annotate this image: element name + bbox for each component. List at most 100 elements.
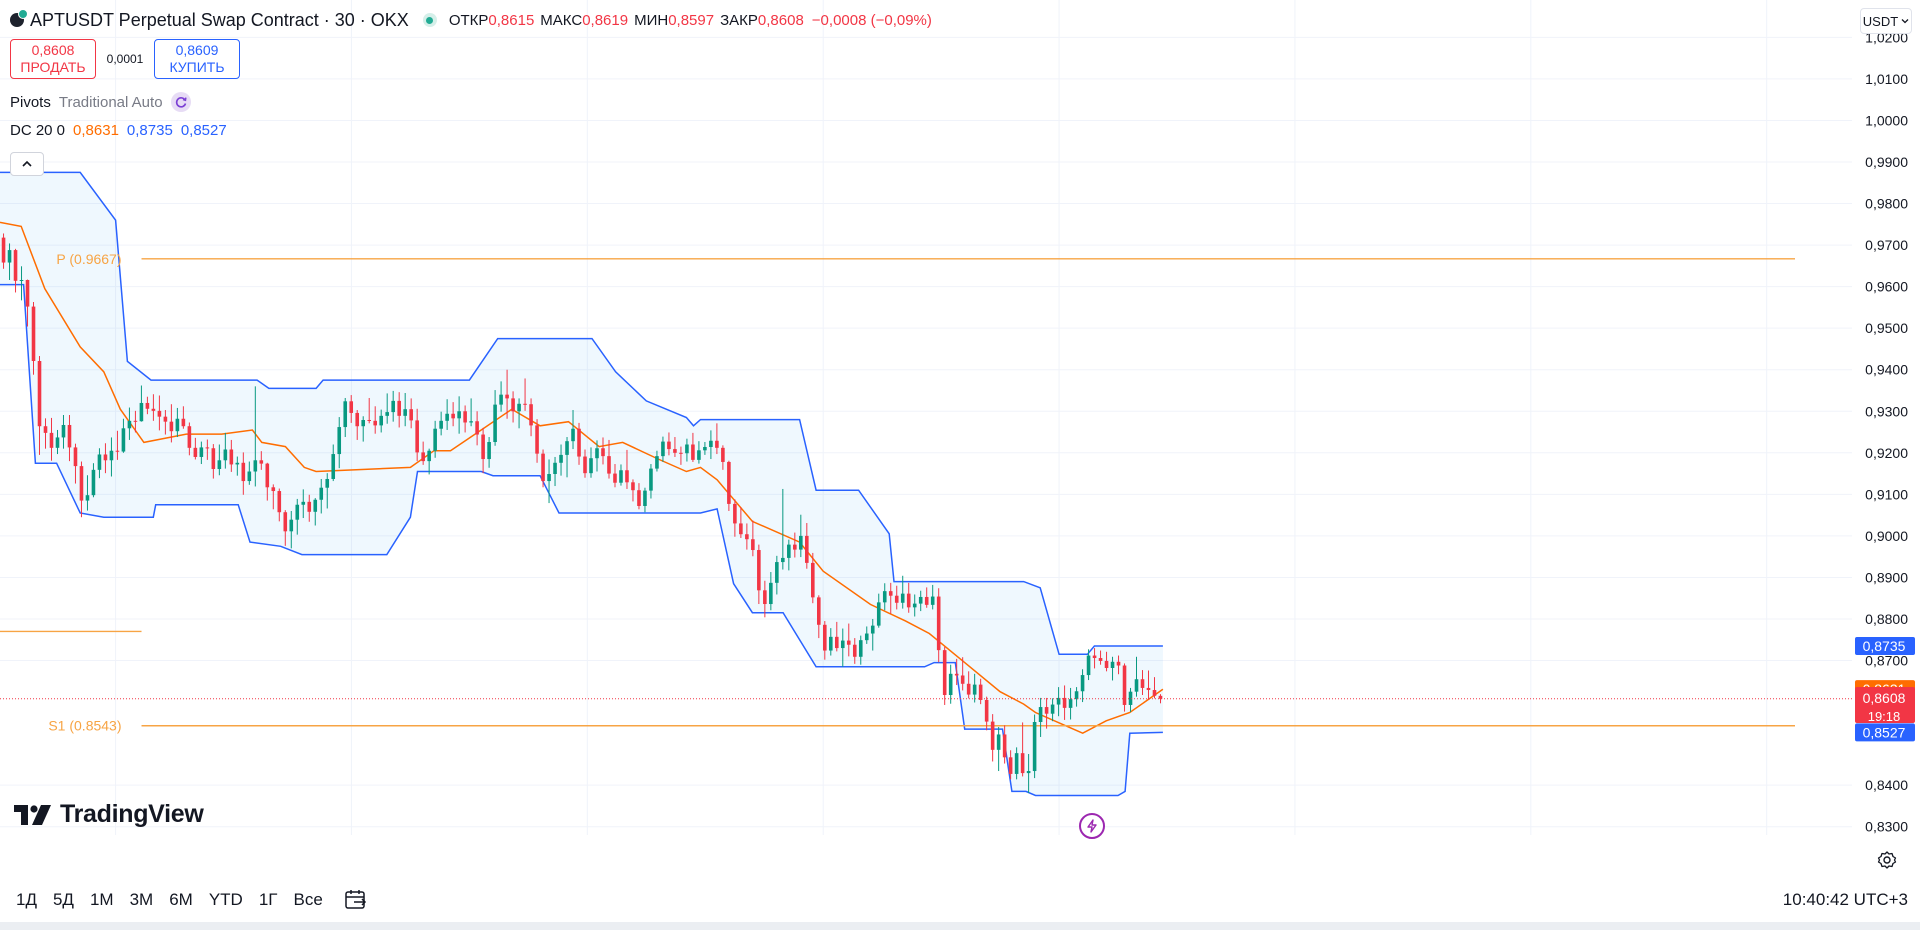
range-ytd-button[interactable]: YTD	[208, 890, 243, 909]
candle-body	[1116, 661, 1121, 666]
chart-area[interactable]: P (0.9667) S1 (0.8543) 1,0200 1,0100 1,0000…	[0, 0, 1915, 835]
candle-body	[918, 596, 923, 604]
open-value: 0,8615	[488, 11, 535, 29]
candle-body	[211, 448, 216, 470]
candle-body	[49, 432, 54, 448]
candle-body	[475, 421, 479, 435]
candle-body	[607, 456, 611, 474]
candle-body	[433, 428, 437, 451]
candle-body	[930, 596, 935, 605]
candle-body	[343, 401, 348, 428]
candle-body	[966, 683, 971, 695]
dc-name: DC 20 0	[10, 122, 66, 139]
candle-body	[583, 456, 587, 474]
candle-body	[631, 482, 635, 491]
candle-body	[882, 591, 887, 603]
range-all-button[interactable]: Все	[293, 890, 323, 909]
go-to-date-icon[interactable]	[343, 888, 369, 912]
flash-icon[interactable]	[1079, 813, 1105, 839]
candle-body	[469, 421, 473, 423]
symbol-title[interactable]: APTUSDT Perpetual Swap Contract · 30 · O…	[30, 9, 409, 30]
candle-body	[61, 424, 66, 438]
candle-body	[7, 250, 12, 263]
candle-body	[769, 582, 773, 605]
candle-body	[565, 441, 569, 455]
candle-body	[37, 361, 42, 427]
candle-body	[655, 456, 659, 469]
candle-body	[787, 544, 791, 558]
range-1d-button[interactable]: 1Д	[16, 890, 37, 909]
candle-body	[1146, 687, 1151, 691]
candle-body	[505, 394, 509, 399]
y-tick-label: 0,8700	[1865, 653, 1908, 669]
currency-selector[interactable]: USDT	[1860, 8, 1912, 34]
candle-body	[846, 640, 851, 645]
candle-body	[1, 237, 6, 263]
candle-body	[1020, 753, 1025, 774]
candle-body	[703, 446, 707, 451]
candle-body	[781, 557, 785, 563]
candle-body	[697, 450, 701, 460]
candle-body	[13, 250, 18, 281]
candle-body	[745, 534, 749, 540]
range-1m-button[interactable]: 1М	[89, 890, 114, 909]
candle-body	[685, 444, 689, 454]
sell-button[interactable]: 0,8608 ПРОДАТЬ	[10, 39, 96, 79]
candle-body	[487, 442, 491, 460]
candle-body	[1092, 655, 1097, 659]
candle-body	[493, 404, 497, 443]
candle-body	[523, 403, 527, 405]
clock[interactable]: 10:40:42 UTC+3	[1782, 890, 1908, 909]
candle-body	[253, 460, 258, 472]
candle-body	[1134, 679, 1139, 692]
candle-body	[1026, 771, 1031, 774]
close-label: ЗАКР	[720, 11, 758, 29]
candle-body	[649, 468, 653, 491]
candle-body	[73, 447, 78, 467]
candle-body	[595, 448, 599, 459]
candle-body	[1068, 699, 1073, 708]
range-1y-button[interactable]: 1Г	[258, 890, 278, 909]
candle-body	[613, 473, 617, 483]
tradingview-logo-text: TradingView	[60, 800, 204, 828]
low-value: 0,8597	[668, 11, 715, 29]
candle-body	[721, 447, 725, 462]
collapse-legend-button[interactable]	[10, 152, 44, 176]
market-open-icon	[422, 13, 437, 27]
price-chart[interactable]: P (0.9667)S1 (0.8543) 1,02001,01001,0000…	[0, 0, 1920, 835]
candle-body	[643, 490, 647, 506]
pivot-lines: P (0.9667) S1 (0.8543)	[0, 251, 1795, 734]
range-5d-button[interactable]: 5Д	[52, 890, 74, 909]
y-tick-label: 1,0100	[1865, 71, 1908, 87]
last-price-tag-text: 0,8608	[1863, 690, 1906, 706]
candle-body	[601, 448, 605, 457]
dc-basis-line	[0, 221, 1164, 735]
candle-body	[1062, 697, 1067, 708]
candle-body	[439, 420, 443, 429]
candle-body	[277, 491, 282, 513]
candle-body	[169, 421, 174, 432]
scale-settings-icon[interactable]	[1876, 849, 1898, 876]
candle-body	[1002, 734, 1007, 758]
candle-body	[145, 402, 150, 409]
candle-body	[858, 640, 863, 657]
candle-body	[349, 401, 354, 413]
dc-upper-tag-bg	[1855, 636, 1915, 655]
buy-button[interactable]: 0,8609 КУПИТЬ	[154, 39, 240, 79]
dc-upper-line	[0, 171, 1163, 656]
refresh-icon[interactable]	[170, 92, 191, 112]
candle-body	[1074, 691, 1079, 700]
dc-legend[interactable]: DC 20 0 0,8631 0,8735 0,8527	[10, 122, 227, 139]
range-3m-button[interactable]: 3М	[129, 890, 154, 909]
chevron-down-icon	[1901, 19, 1909, 24]
range-6m-button[interactable]: 6М	[169, 890, 193, 909]
candle-body	[864, 633, 869, 641]
tradingview-logo[interactable]: TradingView	[14, 800, 204, 829]
y-tick-label: 0,8900	[1865, 569, 1908, 585]
candle-body	[85, 495, 90, 501]
pivots-legend[interactable]: Pivots Traditional Auto	[10, 92, 191, 112]
candle-body	[115, 450, 120, 452]
symbol-legend[interactable]: APTUSDT Perpetual Swap Contract · 30 · O…	[10, 8, 932, 32]
candle-body	[355, 412, 360, 427]
candle-body	[1098, 658, 1103, 661]
